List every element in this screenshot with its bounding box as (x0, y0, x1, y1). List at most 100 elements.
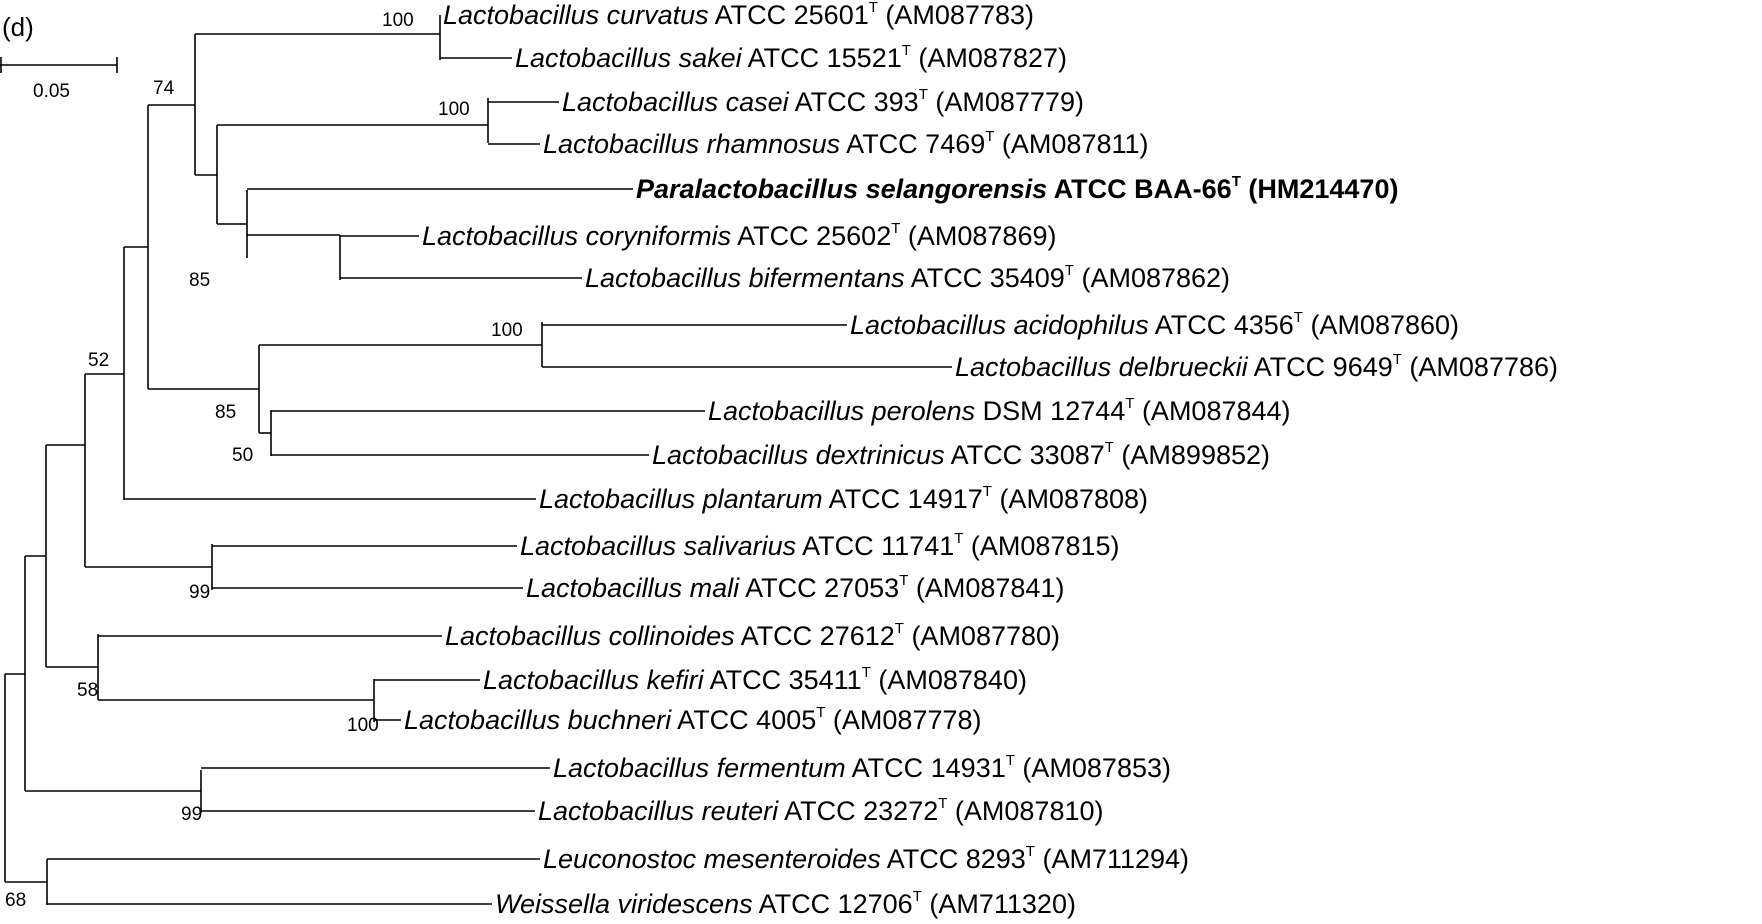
taxon-label: Lactobacillus mali ATCC 27053T (AM087841… (526, 572, 1064, 603)
species-name: Lactobacillus curvatus (443, 0, 709, 30)
accession-number: (AM087778) (825, 705, 981, 735)
tree-branches (4, 15, 952, 905)
type-strain-mark: T (938, 795, 947, 812)
bootstrap-value: 99 (189, 582, 210, 603)
accession-number: (AM087810) (947, 796, 1103, 826)
taxon-label: Lactobacillus acidophilus ATCC 4356T (AM… (850, 309, 1459, 340)
bootstrap-value: 58 (77, 680, 98, 701)
bootstrap-value: 100 (347, 715, 379, 736)
taxon-label: Weissella viridescens ATCC 12706T (AM711… (495, 888, 1076, 919)
type-strain-mark: T (1026, 843, 1035, 860)
type-strain-mark: T (1125, 395, 1134, 412)
type-strain-mark: T (983, 483, 992, 500)
species-name: Lactobacillus mali (526, 573, 740, 603)
scale-bar: 0.05 (0, 57, 118, 102)
strain-designation: ATCC 25602 (731, 221, 891, 251)
taxon-label: Paralactobacillus selangorensis ATCC BAA… (636, 173, 1398, 204)
taxon-label: Leuconostoc mesenteroides ATCC 8293T (AM… (543, 843, 1189, 874)
bootstrap-value: 52 (88, 350, 109, 371)
species-name: Lactobacillus salivarius (520, 531, 796, 561)
strain-designation: ATCC 35409 (905, 263, 1065, 293)
species-name: Weissella viridescens (495, 889, 753, 919)
type-strain-mark: T (954, 530, 963, 547)
species-name: Lactobacillus casei (562, 87, 790, 117)
bootstrap-value: 50 (232, 445, 253, 466)
taxon-label: Lactobacillus plantarum ATCC 14917T (AM0… (539, 483, 1148, 514)
type-strain-mark: T (816, 704, 825, 721)
strain-designation: DSM 12744 (975, 396, 1125, 426)
species-name: Lactobacillus fermentum (553, 753, 846, 783)
bootstrap-value: 85 (189, 270, 210, 291)
scale-bar-label: 0.05 (33, 81, 70, 102)
species-name: Lactobacillus delbrueckii (955, 352, 1249, 382)
taxon-label: Lactobacillus salivarius ATCC 11741T (AM… (520, 530, 1120, 561)
taxon-label: Lactobacillus curvatus ATCC 25601T (AM08… (443, 0, 1034, 30)
taxon-labels: Lactobacillus curvatus ATCC 25601T (AM08… (404, 0, 1558, 919)
taxon-label: Lactobacillus dextrinicus ATCC 33087T (A… (652, 439, 1270, 470)
strain-designation: ATCC 4005 (671, 705, 816, 735)
type-strain-mark: T (913, 888, 922, 905)
strain-designation: ATCC 33087 (945, 440, 1105, 470)
accession-number: (AM087827) (911, 43, 1067, 73)
accession-number: (AM087860) (1303, 310, 1459, 340)
type-strain-mark: T (919, 86, 928, 103)
species-name: Lactobacillus plantarum (539, 484, 823, 514)
bootstrap-value: 74 (153, 78, 175, 99)
strain-designation: ATCC 35411 (704, 665, 862, 695)
accession-number: (AM087783) (878, 0, 1034, 30)
strain-designation: ATCC 23272 (778, 796, 938, 826)
type-strain-mark: T (891, 220, 900, 237)
species-name: Lactobacillus perolens (708, 396, 975, 426)
bootstrap-value: 100 (382, 10, 414, 31)
strain-designation: ATCC 25601 (709, 0, 869, 30)
accession-number: (AM087853) (1015, 753, 1171, 783)
bootstrap-value: 100 (438, 99, 470, 120)
species-name: Lactobacillus rhamnosus (543, 129, 840, 159)
species-name: Lactobacillus kefiri (483, 665, 705, 695)
type-strain-mark: T (862, 664, 871, 681)
accession-number: (AM087840) (871, 665, 1027, 695)
taxon-label: Lactobacillus bifermentans ATCC 35409T (… (585, 262, 1230, 293)
bootstrap-values: 100 74 100 85 100 52 85 50 99 58 100 99 68 (5, 10, 523, 911)
taxon-label: Lactobacillus coryniformis ATCC 25602T (… (422, 220, 1056, 251)
bootstrap-value: 85 (215, 402, 236, 423)
accession-number: (AM087862) (1074, 263, 1230, 293)
bootstrap-value: 68 (5, 890, 26, 911)
strain-designation: ATCC 9649 (1248, 352, 1393, 382)
strain-designation: ATCC 27612 (735, 621, 895, 651)
accession-number: (AM711320) (922, 889, 1076, 919)
accession-number: (HM214470) (1241, 174, 1399, 204)
type-strain-mark: T (869, 0, 878, 16)
accession-number: (AM087844) (1134, 396, 1290, 426)
type-strain-mark: T (1232, 173, 1241, 190)
accession-number: (AM087869) (900, 221, 1056, 251)
strain-designation: ATCC 4356 (1149, 310, 1294, 340)
accession-number: (AM087779) (928, 87, 1084, 117)
type-strain-mark: T (1006, 752, 1015, 769)
species-name: Lactobacillus acidophilus (850, 310, 1149, 340)
strain-designation: ATCC 14931 (846, 753, 1006, 783)
species-name: Lactobacillus reuteri (538, 796, 779, 826)
strain-designation: ATCC BAA-66 (1047, 174, 1232, 204)
type-strain-mark: T (1105, 439, 1114, 456)
accession-number: (AM087811) (994, 129, 1148, 159)
accession-number: (AM899852) (1114, 440, 1270, 470)
taxon-label: Lactobacillus kefiri ATCC 35411T (AM0878… (483, 664, 1027, 695)
taxon-label: Lactobacillus casei ATCC 393T (AM087779) (562, 86, 1084, 117)
taxon-label: Lactobacillus buchneri ATCC 4005T (AM087… (404, 704, 982, 735)
bootstrap-value: 99 (181, 804, 202, 825)
taxon-label: Lactobacillus delbrueckii ATCC 9649T (AM… (955, 351, 1558, 382)
taxon-label: Lactobacillus rhamnosus ATCC 7469T (AM08… (543, 128, 1149, 159)
taxon-label: Lactobacillus reuteri ATCC 23272T (AM087… (538, 795, 1104, 826)
accession-number: (AM087780) (904, 621, 1060, 651)
accession-number: (AM711294) (1035, 844, 1189, 874)
accession-number: (AM087815) (963, 531, 1119, 561)
taxon-label: Lactobacillus collinoides ATCC 27612T (A… (445, 620, 1060, 651)
species-name: Lactobacillus collinoides (445, 621, 735, 651)
strain-designation: ATCC 27053 (739, 573, 899, 603)
species-name: Lactobacillus buchneri (404, 705, 672, 735)
species-name: Lactobacillus dextrinicus (652, 440, 945, 470)
type-strain-mark: T (895, 620, 904, 637)
species-name: Lactobacillus coryniformis (422, 221, 731, 251)
type-strain-mark: T (1294, 309, 1303, 326)
